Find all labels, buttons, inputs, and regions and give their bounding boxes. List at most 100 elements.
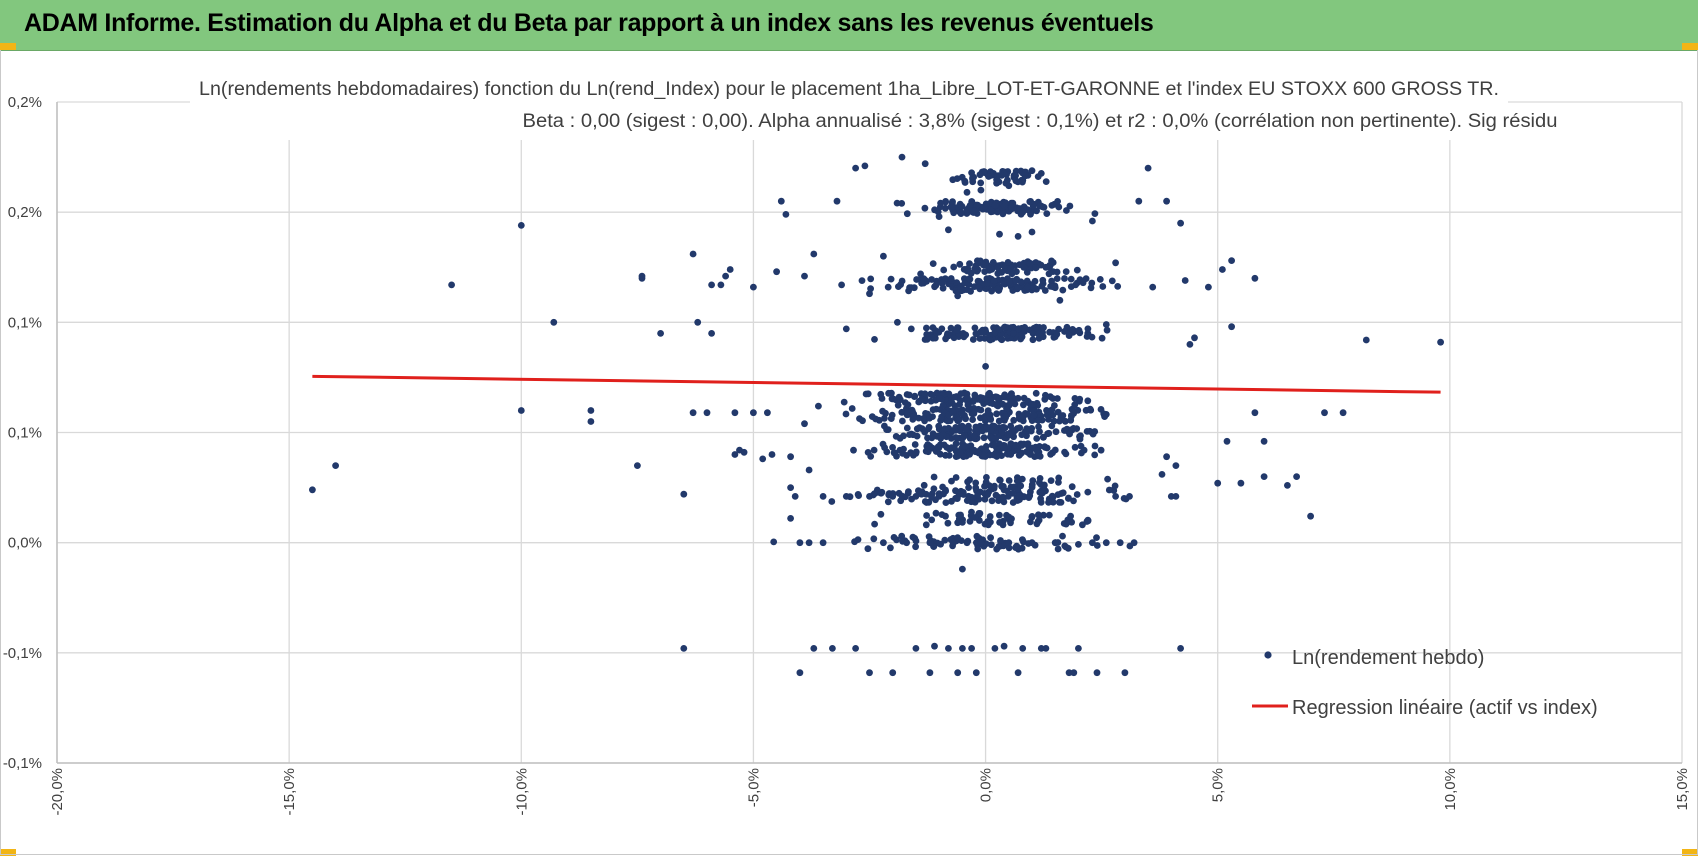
scatter-point-cluster-12-58 — [1021, 172, 1029, 180]
scatter-point-cluster-8-122 — [1069, 326, 1076, 333]
scatter-point-100 — [1126, 493, 1133, 500]
scatter-point-37 — [787, 453, 794, 461]
y-tick-label-0: -0,1% — [3, 755, 42, 772]
scatter-point-cluster-4-140 — [912, 450, 920, 457]
scatter-point-cluster-9-114 — [993, 285, 1001, 293]
scatter-point-cluster-11-105 — [1009, 200, 1017, 208]
scatter-point-cluster-3-47 — [972, 484, 980, 492]
scatter-point-cluster-1-55 — [971, 514, 979, 521]
scatter-point-153 — [917, 270, 924, 278]
scatter-point-cluster-3-32 — [1036, 475, 1044, 482]
scatter-point-cluster-4-118 — [956, 449, 964, 456]
scatter-point-38 — [791, 493, 799, 500]
scatter-point-55 — [852, 645, 859, 652]
scatter-point-cluster-4-146 — [1080, 446, 1088, 454]
x-tick-label-1: -15,0% — [281, 768, 298, 816]
scatter-point-cluster-6-149 — [962, 415, 969, 423]
scatter-point-cluster-9-108 — [1039, 276, 1047, 284]
scatter-point-85 — [1014, 669, 1022, 677]
scatter-point-cluster-0-67 — [982, 540, 990, 548]
scatter-point-124 — [1251, 409, 1259, 417]
scatter-point-cluster-6-112 — [1050, 417, 1058, 425]
scatter-point-cluster-3-8 — [1055, 474, 1063, 482]
scatter-point-cluster-9-136 — [1000, 278, 1008, 286]
scatter-point-cluster-2-95 — [992, 491, 1000, 499]
scatter-point-cluster-5-145 — [983, 424, 991, 432]
scatter-point-cluster-5-147 — [958, 435, 966, 442]
scatter-point-cluster-3-48 — [1041, 481, 1048, 489]
scatter-point-cluster-5-130 — [970, 432, 978, 440]
scatter-point-cluster-10-69 — [1020, 263, 1028, 271]
scatter-point-cluster-2-89 — [1056, 498, 1063, 506]
scatter-point-cluster-11-36 — [1043, 210, 1051, 218]
scatter-point-cluster-2-93 — [828, 498, 836, 505]
scatter-point-cluster-2-103 — [1026, 492, 1034, 500]
scatter-point-7 — [587, 418, 595, 425]
scatter-point-125 — [1260, 437, 1268, 445]
scatter-point-cluster-3-20 — [1068, 483, 1076, 491]
scatter-point-cluster-2-108 — [1015, 492, 1023, 500]
scatter-point-cluster-8-120 — [1035, 330, 1043, 338]
scatter-point-cluster-11-114 — [1000, 202, 1008, 210]
regression-line — [312, 374, 1441, 394]
scatter-point-56 — [861, 162, 869, 170]
corner-marker-bottom-left — [0, 849, 16, 856]
title-background — [190, 68, 1508, 140]
scatter-point-cluster-5-140 — [1089, 430, 1097, 438]
scatter-point-cluster-7-80 — [1054, 395, 1061, 402]
scatter-point-cluster-7-115 — [1001, 391, 1009, 399]
scatter-point-62 — [889, 669, 897, 677]
scatter-point-cluster-2-104 — [878, 488, 886, 496]
scatter-point-cluster-12-54 — [998, 171, 1006, 179]
scatter-point-cluster-6-144 — [1101, 413, 1108, 420]
scatter-point-cluster-1-4 — [1040, 511, 1047, 519]
x-tick-label-7: 15,0% — [1674, 768, 1691, 811]
scatter-point-cluster-7-101 — [1027, 401, 1035, 408]
scatter-point-cluster-7-40 — [1051, 402, 1058, 409]
scatter-point-cluster-11-97 — [948, 204, 956, 211]
scatter-point-121 — [1228, 323, 1235, 331]
scatter-point-cluster-3-39 — [952, 474, 960, 481]
scatter-point-cluster-0-20 — [851, 538, 858, 546]
x-tick-label-4: 0,0% — [978, 768, 995, 802]
scatter-point-cluster-7-111 — [1076, 395, 1084, 403]
scatter-point-cluster-7-99 — [840, 398, 848, 406]
scatter-point-cluster-9-73 — [1099, 283, 1107, 290]
scatter-point-cluster-5-113 — [988, 435, 996, 443]
scatter-point-cluster-5-148 — [1006, 431, 1013, 439]
scatter-point-cluster-2-55 — [942, 499, 950, 506]
scatter-point-107 — [1163, 453, 1170, 461]
scatter-point-cluster-9-148 — [957, 285, 964, 293]
scatter-point-cluster-7-62 — [957, 390, 965, 397]
scatter-point-cluster-1-17 — [966, 518, 974, 525]
scatter-point-cluster-7-113 — [985, 390, 992, 398]
scatter-point-cluster-4-113 — [995, 440, 1003, 448]
scatter-point-cluster-12-29 — [985, 173, 993, 180]
scatter-point-cluster-9-124 — [1087, 284, 1095, 292]
scatter-point-cluster-6-157 — [908, 406, 916, 414]
scatter-point-cluster-9-143 — [931, 283, 938, 291]
scatter-point-cluster-5-136 — [928, 434, 936, 442]
scatter-point-cluster-9-8 — [887, 275, 895, 283]
scatter-point-cluster-7-88 — [971, 391, 979, 399]
scatter-point-cluster-2-109 — [1004, 492, 1012, 500]
scatter-point-cluster-4-111 — [1036, 452, 1044, 460]
scatter-point-cluster-1-46 — [1084, 517, 1092, 525]
scatter-point-cluster-1-23 — [1035, 511, 1042, 519]
scatter-point-cluster-12-31 — [1037, 170, 1045, 177]
scatter-point-cluster-0-48 — [1018, 544, 1026, 552]
scatter-point-48 — [819, 539, 827, 547]
scatter-point-66 — [912, 493, 920, 500]
scatter-point-136 — [894, 318, 901, 326]
scatter-point-cluster-6-21 — [969, 416, 976, 423]
scatter-point-145 — [1024, 283, 1031, 291]
scatter-point-cluster-6-65 — [898, 408, 906, 416]
scatter-point-5 — [550, 318, 558, 326]
scatter-point-13 — [680, 645, 688, 652]
scatter-point-cluster-4-75 — [1047, 450, 1054, 458]
scatter-point-cluster-8-127 — [1014, 325, 1022, 333]
scatter-point-cluster-4-119 — [990, 441, 998, 448]
scatter-point-32 — [773, 268, 780, 276]
scatter-point-cluster-4-141 — [1012, 441, 1020, 449]
scatter-point-cluster-9-33 — [1096, 276, 1104, 283]
